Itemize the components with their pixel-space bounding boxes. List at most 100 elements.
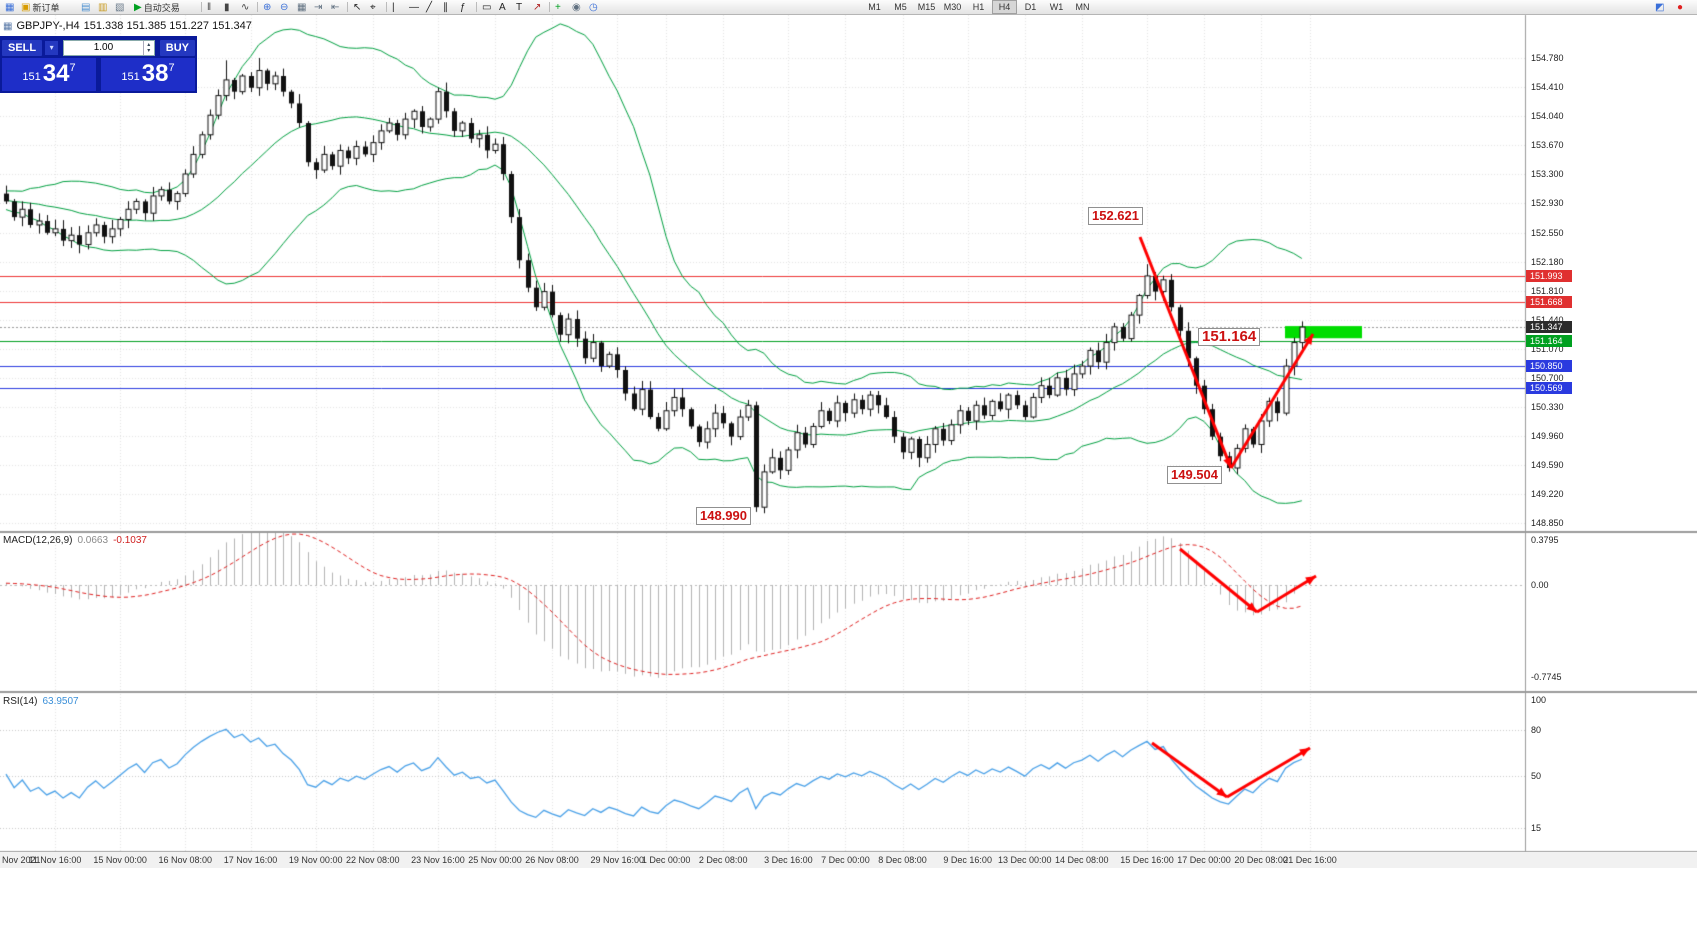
candlestick-chart-icon[interactable]: ▮ [222,0,237,14]
shapes-icon-glyph: ▭ [482,1,492,13]
sell-price-sup: 7 [69,62,76,74]
alert-icon[interactable]: ● [1675,0,1685,14]
arrow-object-icon[interactable]: ↗ [531,0,546,14]
indicators-add-icon-glyph: + [555,1,561,13]
community-icon[interactable]: ◩ [1653,0,1666,14]
navigator-icon[interactable]: ▧ [113,0,128,14]
time-tick-label: 17 Nov 16:00 [223,855,278,865]
vertical-line-icon[interactable]: | [390,0,405,14]
periods-icon[interactable]: ◷ [587,0,602,14]
volume-spinner[interactable]: ▴ ▾ [142,40,154,55]
price-annotation-label[interactable]: 149.504 [1167,466,1222,484]
timeframe-m5-button[interactable]: M5 [894,2,907,12]
chart-icon: ▦ [3,20,13,32]
crosshair-icon[interactable]: ⌖ [368,0,383,14]
time-tick-label: 20 Dec 08:00 [1234,855,1288,865]
indicators-add-icon[interactable]: + [553,0,568,14]
shapes-icon[interactable]: ▭ [480,0,495,14]
macd-axis-label: 0.00 [1531,580,1549,590]
cursor-icon[interactable]: ↖ [351,0,366,14]
auto-trading-button-label: 自动交易 [143,2,180,13]
timeframe-m15-button[interactable]: M15 [917,2,936,12]
timeframe-w1-button[interactable]: W1 [1049,2,1064,12]
time-tick-label: 29 Nov 16:00 [590,855,645,865]
time-tick-label: 11 Nov 16:00 [28,855,82,865]
symbol-title: GBPJPY-,H4 [16,20,80,32]
profiles-icon-glyph: ▥ [98,1,108,13]
time-tick-label: 14 Dec 08:00 [1055,855,1109,865]
time-tick-label: 2 Dec 08:00 [698,855,748,865]
timeframe-d1-button[interactable]: D1 [1024,2,1037,12]
macd-axis-label: 0.3795 [1531,534,1559,545]
time-tick-label: 15 Nov 00:00 [93,855,147,865]
price-annotation-label[interactable]: 151.164 [1198,328,1261,346]
channel-icon[interactable]: ∥ [441,0,456,14]
fibonacci-icon[interactable]: ƒ [458,0,473,14]
horizontal-line-icon[interactable]: ― [407,0,422,14]
time-tick-label: 23 Nov 16:00 [411,855,465,865]
buy-button[interactable]: BUY [159,39,195,56]
bar-chart-icon-glyph: ‖ [207,1,212,13]
text-tool-icon[interactable]: T [514,0,529,14]
charts-menu-icon[interactable]: ▤ [79,0,94,14]
chart-shift-icon-glyph: ⇤ [331,1,340,13]
chart-symbol-line: ▦ GBPJPY-,H4 151.338 151.385 151.227 151… [3,20,252,32]
trendline-icon[interactable]: ╱ [424,0,439,14]
zoom-in-icon[interactable]: ⊕ [261,0,276,14]
text-label-icon[interactable]: A [497,0,512,14]
timeframe-h1-button[interactable]: H1 [972,2,985,12]
macd-signal-value: -0.1037 [113,535,147,546]
price-annotation-label[interactable]: 152.621 [1088,207,1143,225]
volume-input[interactable]: 1.00 ▴ ▾ [63,39,155,56]
price-annotation-label[interactable]: 148.990 [696,507,751,525]
price-tick-label: 154.780 [1531,52,1564,63]
line-chart-icon[interactable]: ∿ [239,0,254,14]
time-axis[interactable]: Nov 2021 11 Nov 16:00 15 Nov 00:00 16 Nov 0… [0,852,1697,868]
spinner-up-icon[interactable]: ▴ [147,41,151,48]
objects-icon-glyph: ◉ [572,1,581,13]
rsi-axis-label: 15 [1531,823,1542,834]
order-options-caret[interactable]: ▾ [45,40,59,55]
time-tick-label: 13 Dec 00:00 [997,855,1052,865]
trendline-icon-glyph: ╱ [426,1,433,13]
price-tick-label: 151.810 [1531,285,1564,296]
tile-windows-icon[interactable]: ▦ [295,0,310,14]
panel-splitter[interactable] [0,530,1697,534]
bar-chart-icon[interactable]: ‖ [205,0,220,14]
candlestick-chart-icon-glyph: ▮ [224,1,230,13]
spinner-down-icon[interactable]: ▾ [147,47,151,54]
timeframe-mn-button[interactable]: MN [1075,2,1090,12]
auto-scroll-icon[interactable]: ⇥ [312,0,327,14]
sell-button[interactable]: SELL [2,39,43,56]
price-tick-label: 150.700 [1531,372,1564,383]
price-tick-label: 150.330 [1531,401,1564,412]
chart-window-icon[interactable]: ▦ [3,0,17,14]
navigator-icon-glyph: ▧ [115,1,125,13]
panel-splitter[interactable] [0,849,1697,853]
rsi-axis-label: 80 [1531,725,1542,736]
timeframe-m30-button[interactable]: M30 [943,2,962,12]
channel-icon-glyph: ∥ [443,1,448,13]
new-order-button[interactable]: ▣ 新订单 [19,0,75,14]
objects-icon[interactable]: ◉ [570,0,585,14]
profiles-icon[interactable]: ▥ [96,0,111,14]
toolbar-separator [347,2,348,12]
price-tick-label: 152.930 [1531,198,1564,208]
buy-price-button[interactable]: 151 38 7 [101,58,195,91]
timeframe-m1-button[interactable]: M1 [868,2,881,12]
time-tick-label: 7 Dec 00:00 [821,855,870,865]
arrow-object-icon-glyph: ↗ [533,1,542,13]
price-tick-label: 152.180 [1531,256,1564,267]
sell-price-button[interactable]: 151 34 7 [2,58,96,91]
zoom-out-icon[interactable]: ⊖ [278,0,293,14]
main-toolbar: ▦ ▣ 新订单 ▤ ▥ ▧ ▶ 自动交易 ‖ ▮ ∿ ⊕ ⊖ ▦ ⇥ ⇤ ↖ ⌖ | ― ╱ ∥ ƒ ▭ A T ↗ + ◉ ◷ M1 M5 M… [0,0,1697,15]
new-order-button-label: 新订单 [32,2,60,13]
price-tick-label: 152.550 [1531,227,1564,238]
buy-price-prefix: 151 [121,71,140,83]
price-tick-label: 154.040 [1531,110,1564,121]
panel-splitter[interactable] [0,690,1697,694]
chart-shift-icon[interactable]: ⇤ [329,0,344,14]
auto-trading-button[interactable]: ▶ 自动交易 [132,0,198,14]
timeframe-h4-button[interactable]: H4 [992,0,1017,14]
